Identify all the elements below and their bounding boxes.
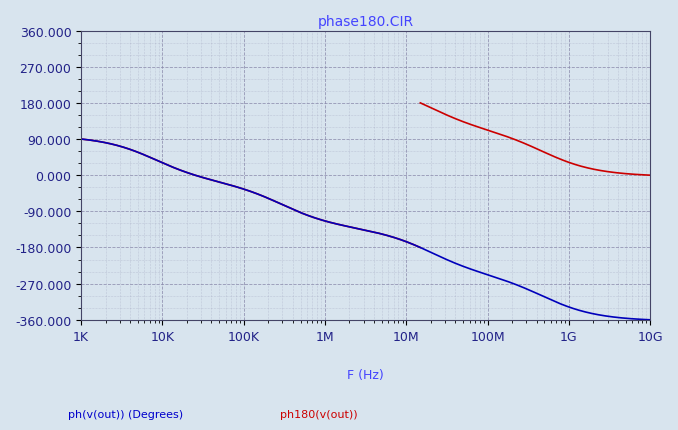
Text: ph(v(out)) (Degrees): ph(v(out)) (Degrees) [68, 409, 183, 419]
X-axis label: F (Hz): F (Hz) [347, 368, 384, 381]
Text: ph180(v(out)): ph180(v(out)) [280, 409, 357, 419]
Title: phase180.CIR: phase180.CIR [317, 15, 414, 29]
